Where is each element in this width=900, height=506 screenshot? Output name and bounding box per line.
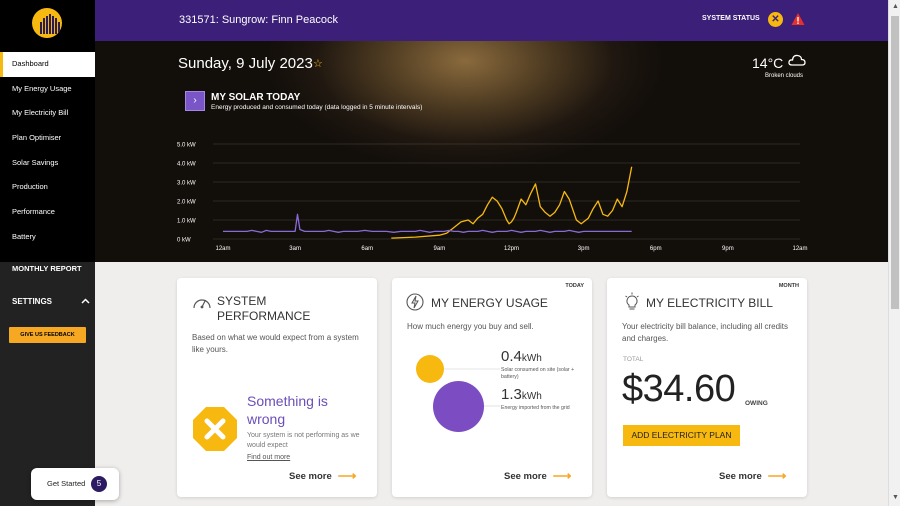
- lightning-icon: [406, 293, 424, 311]
- sidebar-item-dashboard[interactable]: Dashboard: [0, 52, 95, 77]
- see-more-link[interactable]: See more ⟶: [289, 468, 356, 484]
- page-scrollbar[interactable]: ▲ ▼: [888, 0, 900, 506]
- arrow-right-icon: ⟶: [767, 468, 787, 483]
- x-tick-label: 12am: [215, 246, 230, 252]
- x-tick-label: 12pm: [504, 246, 519, 252]
- solar-consumed-label: Solar consumed on site (solar + battery): [501, 367, 575, 380]
- gauge-icon: [193, 299, 211, 309]
- arrow-right-icon: ⟶: [552, 468, 572, 483]
- solar-expand-button[interactable]: ›: [185, 91, 205, 111]
- get-started-widget[interactable]: Get Started 5: [31, 468, 119, 500]
- card-description: How much energy you buy and sell.: [407, 322, 534, 331]
- star-icon[interactable]: ☆: [313, 58, 323, 70]
- arrow-right-icon: ⟶: [337, 468, 357, 483]
- x-tick-label: 3am: [289, 246, 301, 252]
- scroll-up-icon[interactable]: ▲: [892, 3, 899, 10]
- lightbulb-icon: [625, 292, 639, 310]
- see-more-label: See more: [289, 471, 332, 482]
- app-logo[interactable]: [32, 8, 62, 38]
- solar-hero: Sunday, 9 July 2023 ☆ 14°C Broken clouds…: [95, 41, 888, 262]
- weather-temperature: 14°C: [752, 55, 784, 71]
- site-title: 331571: Sungrow: Finn Peacock: [179, 14, 338, 26]
- status-title: Something is wrong: [247, 393, 328, 427]
- see-more-label: See more: [504, 471, 547, 482]
- chevron-up-icon: [81, 297, 90, 306]
- give-feedback-button[interactable]: GIVE US FEEDBACK: [9, 327, 86, 343]
- y-tick-label: 5.0 kW: [177, 143, 196, 149]
- see-more-label: See more: [719, 471, 762, 482]
- solar-consumed-value: 0.4kWh: [501, 348, 542, 365]
- x-tick-label: 6pm: [650, 246, 662, 252]
- card-description: Your electricity bill balance, including…: [622, 322, 789, 343]
- electricity-bill-card[interactable]: MONTH MY ELECTRICITY BILL Your electrici…: [607, 278, 807, 497]
- add-electricity-plan-button[interactable]: ADD ELECTRICITY PLAN: [623, 425, 740, 446]
- cloud-icon: [788, 54, 806, 66]
- card-title: MY ELECTRICITY BILL: [646, 296, 773, 310]
- x-tick-label: 9am: [434, 246, 446, 252]
- sidebar-nav: Dashboard My Energy Usage My Electricity…: [0, 52, 95, 250]
- energy-usage-card[interactable]: TODAY MY ENERGY USAGE How much energy yo…: [392, 278, 592, 497]
- series-line-produced: [391, 166, 633, 239]
- grid-imported-value: 1.3kWh: [501, 386, 542, 403]
- scrollbar-thumb[interactable]: [891, 16, 899, 309]
- series-line-consumed: [223, 213, 632, 233]
- see-more-link[interactable]: See more ⟶: [719, 468, 786, 484]
- card-title: MY ENERGY USAGE: [431, 296, 548, 310]
- period-tag: TODAY: [565, 283, 584, 289]
- solar-chart: 0 kW 1.0 kW 2.0 kW 3.0 kW 4.0 kW 5.0 kW 12am 3a…: [177, 143, 808, 253]
- sidebar-settings-toggle[interactable]: SETTINGS: [12, 297, 90, 306]
- x-circle-icon[interactable]: ✕: [768, 12, 783, 27]
- card-title: SYSTEM PERFORMANCE: [217, 294, 311, 323]
- x-tick-label: 12am: [792, 246, 807, 252]
- sidebar-item-battery[interactable]: Battery: [12, 231, 36, 241]
- bill-amount: $34.60: [622, 368, 736, 410]
- see-more-link[interactable]: See more ⟶: [504, 468, 571, 484]
- y-tick-label: 3.0 kW: [177, 181, 196, 187]
- grid-imported-bubble: [433, 381, 484, 432]
- bubble-connectors: [444, 368, 500, 407]
- top-bar: 331571: Sungrow: Finn Peacock SYSTEM STA…: [95, 0, 888, 41]
- get-started-count-badge: 5: [91, 476, 107, 492]
- sidebar-item-my-energy-usage[interactable]: My Energy Usage: [12, 83, 72, 93]
- sidebar-item-monthly-report[interactable]: MONTHLY REPORT: [12, 264, 82, 273]
- weather-description: Broken clouds: [765, 73, 804, 79]
- card-description: Based on what we would expect from a sys…: [192, 333, 359, 354]
- sidebar-item-performance[interactable]: Performance: [12, 207, 55, 217]
- solar-chart-subtitle: Energy produced and consumed today (data…: [211, 104, 423, 111]
- period-tag: MONTH: [778, 283, 799, 289]
- sidebar-lower: [0, 262, 95, 506]
- sidebar-item-solar-savings[interactable]: Solar Savings: [12, 157, 59, 167]
- settings-label: SETTINGS: [12, 297, 53, 306]
- system-status-label[interactable]: SYSTEM STATUS: [702, 15, 760, 22]
- sidebar-item-my-electricity-bill[interactable]: My Electricity Bill: [12, 108, 69, 118]
- x-tick-label: 9pm: [722, 246, 734, 252]
- sidebar-item-production[interactable]: Production: [12, 182, 48, 192]
- total-label: TOTAL: [623, 356, 644, 363]
- sidebar-item-plan-optimiser[interactable]: Plan Optimiser: [12, 133, 62, 143]
- get-started-label: Get Started: [47, 479, 86, 488]
- find-out-more-link[interactable]: Find out more: [247, 454, 291, 461]
- x-tick-label: 6am: [361, 246, 373, 252]
- solar-consumed-bubble: [416, 355, 444, 383]
- status-description: Your system is not performing as we woul…: [247, 432, 360, 449]
- owing-label: OWING: [745, 400, 768, 407]
- y-tick-label: 4.0 kW: [177, 162, 196, 168]
- solar-chart-title: MY SOLAR TODAY: [211, 92, 301, 103]
- y-tick-label: 0 kW: [177, 238, 191, 244]
- y-tick-label: 2.0 kW: [177, 200, 196, 206]
- sidebar: Dashboard My Energy Usage My Electricity…: [0, 0, 95, 506]
- scroll-down-icon[interactable]: ▼: [892, 494, 899, 501]
- current-date: Sunday, 9 July 2023: [178, 55, 313, 72]
- y-tick-label: 1.0 kW: [177, 219, 196, 225]
- system-performance-card[interactable]: SYSTEM PERFORMANCE Based on what we woul…: [177, 278, 377, 497]
- x-tick-label: 3pm: [578, 246, 590, 252]
- error-octagon-icon: [193, 407, 237, 451]
- warning-triangle-icon[interactable]: [791, 12, 805, 26]
- grid-imported-label: Energy imported from the grid: [501, 405, 570, 411]
